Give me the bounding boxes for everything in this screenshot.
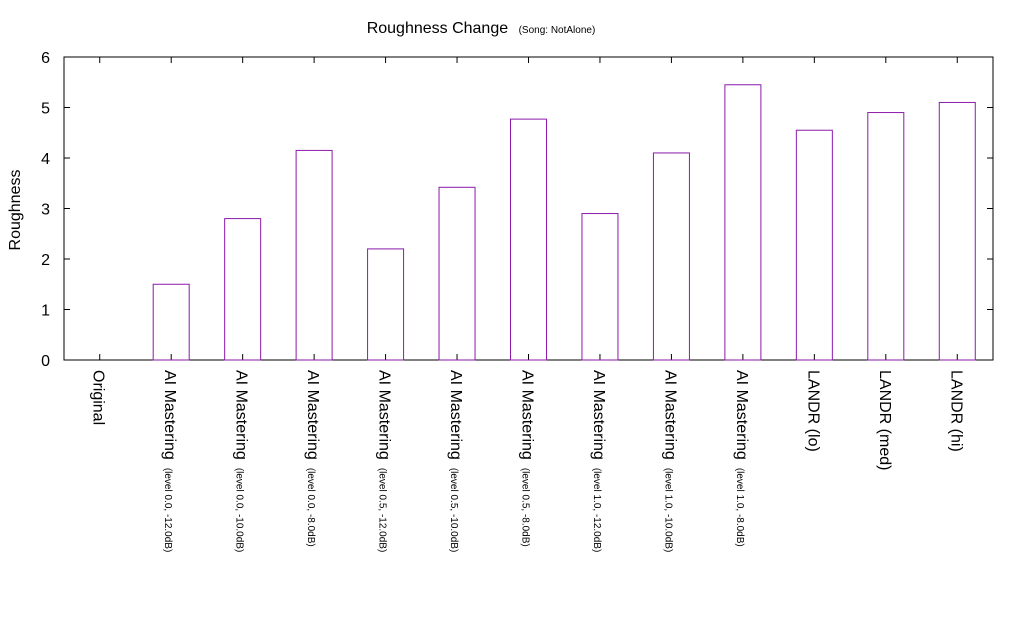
- x-category-main: AI Mastering: [447, 370, 464, 460]
- x-category-main: AI Mastering: [661, 370, 678, 460]
- x-category-label: LANDR (med): [876, 370, 893, 470]
- x-category-main: AI Mastering: [304, 370, 321, 460]
- y-tick-label: 1: [41, 303, 50, 320]
- bar: [795, 129, 833, 361]
- bar: [152, 283, 190, 361]
- y-tick-label: 2: [41, 252, 50, 269]
- x-category-label: AI Mastering (level 0.0, -8.0dB): [304, 370, 321, 547]
- x-category-main: AI Mastering: [161, 370, 178, 460]
- y-tick-label: 4: [41, 151, 50, 168]
- x-category-label: AI Mastering (level 0.5, -10.0dB): [447, 370, 464, 552]
- plot-area: 0 1 2 3 4 5 6 Original AI Mastering (level 0.0, -…: [41, 50, 994, 552]
- y-axis-label: Roughness: [7, 170, 24, 251]
- x-category-sub: (level 1.0, -8.0dB): [734, 468, 745, 547]
- x-category-sub: (level 0.5, -10.0dB): [448, 468, 459, 553]
- x-category-label: Original: [90, 370, 107, 425]
- x-category-main: AI Mastering: [519, 370, 536, 460]
- y-tick-label: 6: [41, 50, 50, 67]
- bar: [724, 84, 762, 361]
- x-category-main: AI Mastering: [376, 370, 393, 460]
- chart-title-main: Roughness Change: [367, 20, 509, 37]
- x-category-main: LANDR (lo): [804, 370, 821, 452]
- bar: [367, 248, 405, 361]
- x-category-label: LANDR (hi): [947, 370, 964, 452]
- bar: [438, 186, 476, 361]
- chart-subtitle: (Song: NotAlone): [519, 25, 596, 36]
- x-category-label: AI Mastering (level 0.5, -12.0dB): [376, 370, 393, 552]
- bar: [938, 101, 976, 361]
- x-category-label: AI Mastering (level 0.5, -8.0dB): [519, 370, 536, 547]
- y-tick-label: 5: [41, 101, 50, 118]
- bar: [581, 213, 619, 361]
- x-category-sub: (level 0.0, -8.0dB): [305, 468, 316, 547]
- x-category-sub: (level 1.0, -12.0dB): [591, 468, 602, 553]
- x-category-label: AI Mastering (level 1.0, -8.0dB): [733, 370, 750, 547]
- bar: [224, 218, 262, 361]
- y-tick-label: 0: [41, 353, 50, 370]
- bar: [510, 118, 547, 361]
- x-category-sub: (level 0.0, -12.0dB): [162, 468, 173, 553]
- x-category-sub: (level 0.5, -12.0dB): [377, 468, 388, 553]
- x-category-main: AI Mastering: [233, 370, 250, 460]
- x-category-sub: (level 0.0, -10.0dB): [234, 468, 245, 553]
- y-tick-label: 3: [41, 202, 50, 219]
- plot-frame: [63, 56, 994, 361]
- x-category-label: AI Mastering (level 0.0, -12.0dB): [161, 370, 178, 552]
- x-category-main: LANDR (hi): [947, 370, 964, 452]
- x-category-label: LANDR (lo): [804, 370, 821, 452]
- x-category-main: Original: [90, 370, 107, 425]
- bar: [295, 149, 333, 361]
- x-category-main: AI Mastering: [590, 370, 607, 460]
- chart-title: Roughness Change (Song: NotAlone): [367, 20, 596, 37]
- x-category-label: AI Mastering (level 0.0, -10.0dB): [233, 370, 250, 552]
- x-category-main: LANDR (med): [876, 370, 893, 470]
- x-category-main: AI Mastering: [733, 370, 750, 460]
- x-category-label: AI Mastering (level 1.0, -10.0dB): [661, 370, 678, 552]
- bar: [652, 152, 690, 361]
- x-category-sub: (level 0.5, -8.0dB): [520, 468, 531, 547]
- bar: [867, 112, 905, 361]
- x-category-sub: (level 1.0, -10.0dB): [662, 468, 673, 553]
- x-category-label: AI Mastering (level 1.0, -12.0dB): [590, 370, 607, 552]
